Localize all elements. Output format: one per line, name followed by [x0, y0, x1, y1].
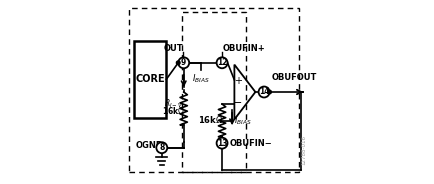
Circle shape [216, 138, 227, 149]
Text: OUT: OUT [163, 44, 182, 53]
Text: 14: 14 [258, 88, 269, 96]
Text: OBUFIN+: OBUFIN+ [223, 44, 265, 53]
Text: 13: 13 [216, 139, 227, 148]
Text: 9: 9 [181, 58, 186, 67]
Bar [134, 41, 166, 118]
Text: −: − [233, 98, 242, 108]
Text: $R_{I-V}$: $R_{I-V}$ [164, 98, 183, 110]
Text: 8: 8 [159, 143, 164, 152]
Text: OGND: OGND [136, 141, 164, 150]
Circle shape [258, 86, 269, 98]
Circle shape [178, 57, 189, 68]
Bar [181, 12, 245, 172]
Text: +: + [233, 76, 241, 86]
Text: 16k$\Omega$: 16k$\Omega$ [162, 105, 185, 116]
Text: CORE: CORE [135, 74, 165, 84]
Circle shape [156, 142, 167, 153]
Text: OBUFOUT: OBUFOUT [271, 73, 316, 82]
Text: $I_{BIAS}$: $I_{BIAS}$ [191, 72, 209, 85]
Circle shape [216, 57, 227, 68]
Text: 12: 12 [216, 58, 227, 67]
Circle shape [267, 90, 271, 94]
Text: OBUFIN−: OBUFIN− [229, 139, 272, 148]
Text: 16k$\Omega$: 16k$\Omega$ [197, 114, 222, 125]
Text: 12788-016: 12788-016 [301, 135, 306, 165]
Text: $I_{BIAS}$: $I_{BIAS}$ [233, 115, 251, 127]
Circle shape [176, 61, 180, 65]
